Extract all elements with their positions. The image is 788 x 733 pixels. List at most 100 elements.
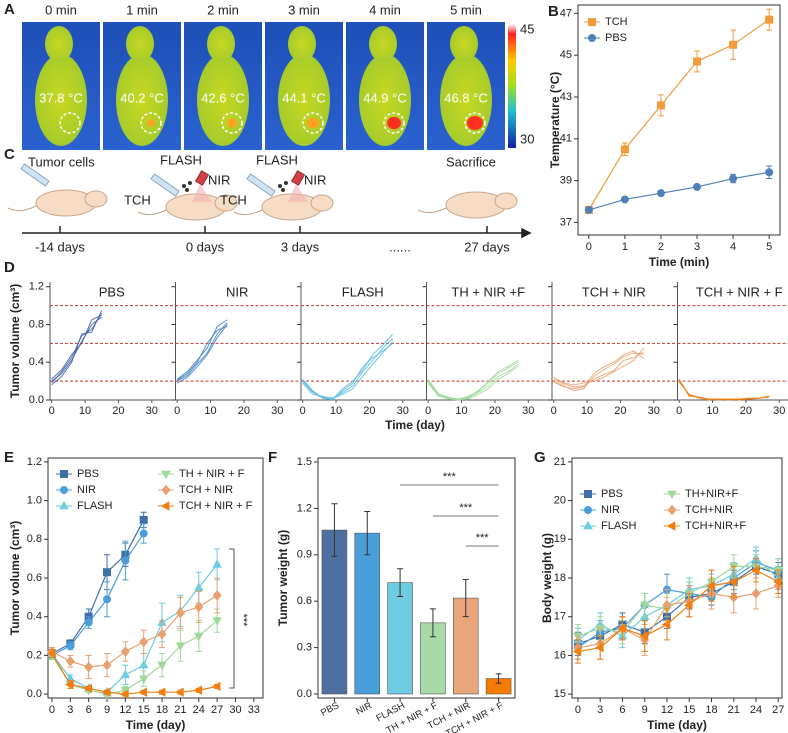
x-tick-label: 27: [211, 704, 223, 716]
x-axis-label: Time (day): [385, 418, 445, 432]
legend-label: PBS: [77, 468, 99, 480]
marker: [46, 648, 56, 659]
marker: [139, 636, 149, 648]
x-tick-label: 10: [204, 405, 216, 417]
x-tick-label: 33: [248, 704, 260, 716]
x-tick-label: 12: [119, 704, 131, 716]
x-tick-label: 5: [766, 241, 772, 253]
tumor-ring: [464, 112, 486, 134]
x-tick-label: 0: [676, 405, 682, 417]
schematic-label: NIR: [208, 172, 230, 187]
marker: [729, 40, 738, 49]
x-tick-label: 0: [49, 405, 55, 417]
frame-time: 0 min: [45, 2, 77, 17]
legend-marker: [60, 486, 68, 494]
marker: [693, 57, 702, 66]
panel-c-art: [7, 163, 532, 239]
hot-spot: [467, 116, 483, 130]
marker: [693, 182, 702, 191]
temperature: 37.8 °C: [39, 90, 83, 105]
temperature: 42.6 °C: [201, 90, 245, 105]
schematic-label: TCH: [124, 192, 151, 207]
marker: [139, 529, 148, 538]
series-line: [51, 653, 218, 695]
marker: [83, 683, 92, 694]
mouse-head: [45, 26, 73, 62]
timeline-label: ......: [389, 239, 411, 254]
x-tick-label: 10: [706, 405, 718, 417]
marker: [661, 619, 671, 630]
colorbar: [508, 24, 516, 148]
error-bar: [397, 568, 404, 598]
legend-label: TCH: [605, 16, 628, 28]
axis-line: [551, 282, 676, 401]
series-line: [176, 324, 228, 384]
panel-letter: D: [4, 259, 15, 276]
x-tick-label: 1: [622, 241, 628, 253]
timeline-label: 3 days: [281, 239, 320, 254]
series-line: [553, 351, 645, 388]
legend-marker: [667, 504, 677, 516]
y-tick-label: 37: [560, 216, 572, 228]
x-tick-label: 10: [79, 405, 91, 417]
y-tick-label: 0.6: [27, 572, 42, 584]
x-tick-label: 9: [104, 704, 110, 716]
x-tick-label: 0: [575, 704, 581, 716]
marker: [193, 685, 203, 695]
y-axis-label: Tumor volume (cm³): [8, 284, 22, 398]
legend-marker: [667, 490, 677, 500]
legend-marker: [666, 521, 676, 531]
y-axis-label: Tumor volume (cm³): [8, 521, 22, 635]
series-line: [553, 347, 645, 386]
hot-spot: [387, 116, 401, 130]
significance: ***: [443, 471, 457, 483]
tumor-ring: [302, 112, 324, 134]
x-tick-label: 21: [174, 704, 186, 716]
series-line: [51, 314, 102, 380]
series-line: [176, 319, 228, 380]
panel-letter: A: [4, 1, 15, 18]
series-line: [588, 171, 770, 211]
temperature: 46.8 °C: [444, 90, 488, 105]
tumor-ring: [140, 112, 162, 134]
timeline-label: -14 days: [35, 239, 85, 254]
marker: [212, 559, 222, 568]
y-axis-label: Tumor weight (g): [276, 530, 290, 626]
legend-label: TCH+NIR+F: [685, 520, 746, 532]
marker: [175, 642, 186, 651]
series-line: [51, 310, 103, 386]
marker: [157, 661, 167, 671]
significance: ***: [459, 502, 473, 514]
frame-time: 2 min: [207, 2, 239, 17]
series-line: [51, 620, 218, 695]
y-tick-label: 17: [554, 611, 566, 623]
subplot-title: TCH + NIR: [582, 284, 646, 299]
series-line: [577, 557, 779, 641]
legend-label: TCH + NIR + F: [179, 500, 253, 512]
x-tick-label: 0: [174, 405, 180, 417]
marker: [157, 628, 167, 640]
mouse-heat: [35, 54, 87, 146]
error-bar: [429, 608, 436, 638]
x-tick-label: PBS: [319, 700, 341, 719]
series-line: [577, 561, 779, 649]
y-tick-label: 1.5: [297, 456, 312, 468]
error-bar: [462, 579, 469, 618]
series-line: [51, 519, 145, 655]
schematic-label: Sacrifice: [446, 154, 496, 169]
x-tick-label: 20: [614, 405, 626, 417]
y-tick-label: 0.0: [297, 688, 312, 700]
x-tick-label: 24: [193, 704, 205, 716]
legend-marker: [583, 520, 593, 530]
x-axis-label: Time (min): [649, 255, 709, 269]
x-tick-label: 18: [156, 704, 168, 716]
marker: [212, 617, 222, 626]
legend-marker: [588, 34, 596, 42]
marker: [584, 205, 593, 214]
axis-line: [49, 282, 174, 401]
series-line: [678, 378, 770, 401]
x-tick-label: 3: [597, 704, 603, 716]
y-axis-label: Temperature (°C): [548, 72, 562, 169]
x-tick-label: 10: [455, 405, 467, 417]
